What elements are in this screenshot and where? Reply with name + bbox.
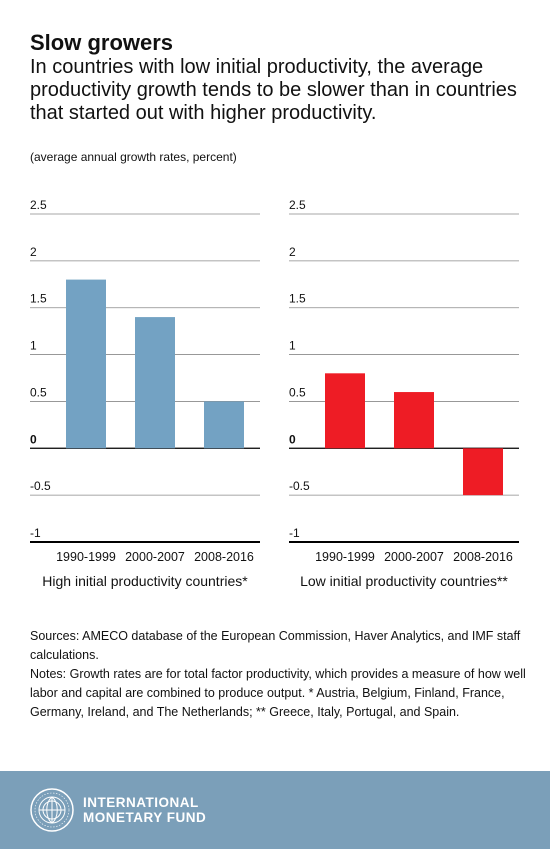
- panel-title: High initial productivity countries*: [42, 573, 248, 589]
- y-tick-label: 2: [289, 245, 296, 259]
- x-tick-label: 2000-2007: [125, 550, 185, 564]
- y-tick-label: 1.5: [30, 292, 47, 306]
- notes-text: Notes: Growth rates are for total factor…: [30, 667, 526, 719]
- chart-title: Slow growers: [30, 30, 174, 55]
- logo-line-1: INTERNATIONAL: [83, 795, 199, 810]
- y-tick-label: 2: [30, 245, 37, 259]
- panel-title: Low initial productivity countries**: [300, 573, 508, 589]
- sources-text: Sources: AMECO database of the European …: [30, 629, 521, 662]
- chart-subtitle: In countries with low initial productivi…: [30, 56, 517, 124]
- logo-line-2: MONETARY FUND: [83, 810, 207, 825]
- y-tick-label: -0.5: [30, 479, 51, 493]
- y-tick-label: 0: [30, 432, 37, 446]
- x-tick-label: 1990-1999: [56, 550, 116, 564]
- notes-block: Sources: AMECO database of the European …: [30, 627, 530, 722]
- charts-area: 2.5 2 1.5 1 0.5 0 -0.5 -1 1990-1999 2000-2007 2008…: [30, 198, 519, 589]
- imf-seal-icon: [30, 788, 74, 832]
- y-tick-label: 2.5: [30, 198, 47, 212]
- imf-logo-text: INTERNATIONAL MONETARY FUND: [83, 795, 206, 825]
- bar: [463, 448, 503, 496]
- y-tick-label: 0.5: [30, 385, 47, 399]
- bar: [394, 392, 434, 449]
- y-tick-label: 0.5: [289, 385, 306, 399]
- x-tick-label: 2000-2007: [384, 550, 444, 564]
- y-tick-label: -1: [289, 526, 300, 540]
- x-tick-label: 1990-1999: [315, 550, 375, 564]
- y-tick-label: 0: [289, 432, 296, 446]
- y-tick-label: 1: [289, 339, 296, 353]
- x-tick-label: 2008-2016: [194, 550, 254, 564]
- y-tick-label: -1: [30, 526, 41, 540]
- bar: [135, 317, 175, 449]
- units-label: (average annual growth rates, percent): [30, 150, 237, 164]
- y-tick-label: -0.5: [289, 479, 310, 493]
- bar: [66, 279, 106, 449]
- bar: [204, 401, 244, 449]
- x-tick-label: 2008-2016: [453, 550, 513, 564]
- footer-bar: INTERNATIONAL MONETARY FUND: [0, 771, 550, 849]
- y-tick-label: 1: [30, 339, 37, 353]
- bar: [325, 373, 365, 449]
- y-tick-label: 2.5: [289, 198, 306, 212]
- y-tick-label: 1.5: [289, 292, 306, 306]
